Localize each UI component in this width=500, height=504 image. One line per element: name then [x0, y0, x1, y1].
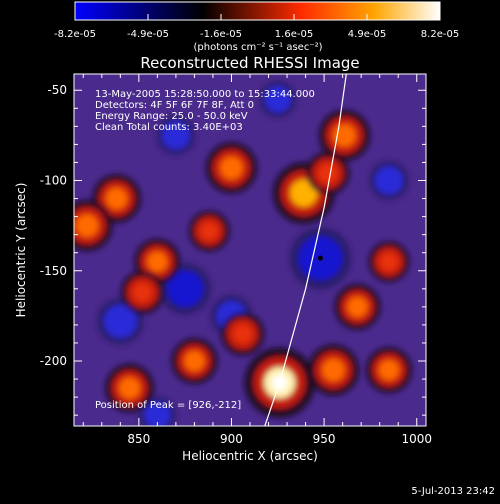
cold-spot — [374, 166, 403, 195]
colorbar-tick-2: -1.6e-05 — [200, 29, 242, 40]
cold-spot — [161, 121, 190, 150]
x-tick-label-0: 850 — [127, 432, 150, 446]
hot-spot-core — [133, 282, 153, 302]
hot-spot-core — [290, 179, 318, 207]
hot-spot-core — [184, 350, 205, 372]
peak-position-label: Position of Peak = [926,-212] — [95, 400, 241, 411]
heatmap-image — [74, 74, 426, 426]
colorbar: -8.2e-05 -4.9e-05 -1.6e-05 1.6e-05 4.9e-… — [54, 1, 459, 53]
hot-spot-core — [118, 377, 141, 399]
center-marker — [317, 255, 323, 261]
hot-spot-core — [220, 156, 243, 180]
x-tick-label-1: 900 — [220, 432, 243, 446]
annotation-clean-counts: Clean Total counts: 3.40E+03 — [95, 122, 243, 133]
hot-spot-core — [380, 252, 398, 271]
x-axis-label: Heliocentric X (arcsec) — [182, 449, 318, 463]
annotation-detectors: Detectors: 4F 5F 6F 7F 8F, Att 0 — [95, 100, 254, 111]
hot-spot-core — [105, 187, 128, 210]
hot-spot-core — [75, 214, 99, 237]
cold-spot — [166, 270, 204, 308]
hot-spot-core — [378, 359, 400, 381]
colorbar-tick-0: -8.2e-05 — [54, 29, 96, 40]
hot-spot-core — [322, 358, 345, 382]
hot-spot-core — [147, 251, 168, 272]
chart-title: Reconstructed RHESSI Image — [140, 54, 359, 72]
y-tick-label-2: -150 — [40, 264, 67, 278]
colorbar-tick-1: -4.9e-05 — [127, 29, 169, 40]
cold-spot — [144, 402, 171, 426]
timestamp: 5-Jul-2013 23:42 — [411, 486, 495, 497]
colorbar-gradient — [74, 1, 441, 21]
y-tick-label-0: -50 — [47, 83, 67, 97]
colorbar-tick-4: 4.9e-05 — [348, 29, 386, 40]
hot-spot-core — [347, 296, 368, 317]
y-tick-label-3: -200 — [40, 354, 67, 368]
hot-spot-core — [333, 124, 356, 147]
colorbar-units: (photons cm⁻² s⁻¹ asec⁻²) — [193, 42, 322, 53]
hot-spot-core — [200, 222, 219, 240]
cold-spot — [103, 304, 137, 338]
colorbar-ticks — [74, 14, 441, 20]
y-tick-label-1: -100 — [40, 174, 67, 188]
axis-ticks — [74, 74, 426, 426]
colorbar-tick-5: 8.2e-05 — [421, 29, 459, 40]
cold-spot — [264, 86, 291, 113]
hot-spot-core — [233, 324, 253, 344]
x-tick-label-3: 1000 — [401, 432, 432, 446]
x-tick-label-2: 950 — [313, 432, 336, 446]
annotation-time-range: 13-May-2005 15:28:50.000 to 15:33:44.000 — [95, 89, 315, 100]
annotation-energy-range: Energy Range: 25.0 - 50.0 keV — [95, 111, 248, 122]
heatmap-blobs — [74, 80, 412, 426]
hot-spot-core — [318, 163, 338, 183]
colorbar-tick-3: 1.6e-05 — [275, 29, 313, 40]
limb-line — [264, 74, 347, 426]
y-axis-label: Heliocentric Y (arcsec) — [14, 183, 28, 318]
